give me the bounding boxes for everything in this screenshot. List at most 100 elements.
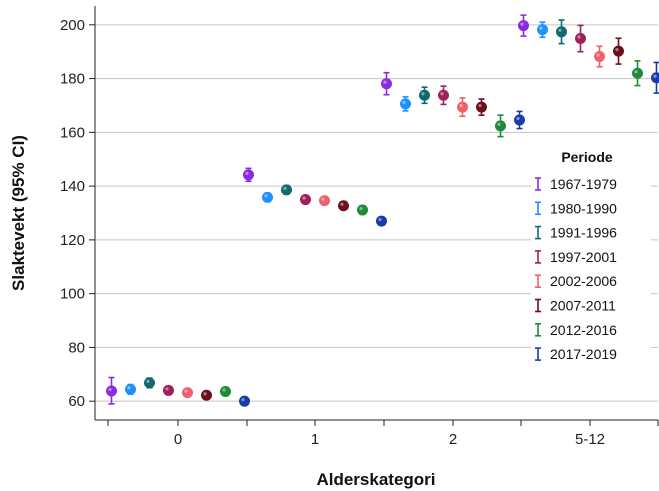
data-point — [281, 184, 292, 196]
marker-highlight — [241, 398, 245, 402]
data-point — [144, 377, 155, 389]
marker-highlight — [264, 194, 268, 198]
x-tick-label: 0 — [174, 431, 182, 448]
legend-item: 1967-1979 — [535, 176, 617, 192]
marker-highlight — [165, 387, 169, 391]
data-point — [300, 194, 311, 206]
marker-highlight — [577, 35, 581, 39]
marker-highlight — [421, 92, 425, 96]
marker-highlight — [359, 206, 363, 211]
marker-highlight — [402, 100, 406, 104]
y-tick-label: 80 — [68, 339, 85, 356]
y-tick-label: 200 — [60, 17, 85, 34]
data-point — [125, 383, 136, 395]
y-tick-label: 120 — [60, 232, 85, 249]
marker-highlight — [539, 26, 543, 30]
data-point — [106, 376, 117, 405]
data-marker — [300, 194, 311, 206]
legend-item: 2017-2019 — [535, 346, 617, 362]
data-point — [537, 21, 548, 38]
legend-label: 2007-2011 — [550, 298, 616, 314]
marker-highlight — [520, 22, 524, 26]
data-marker — [476, 101, 487, 113]
marker-highlight — [634, 70, 638, 74]
data-point — [518, 14, 529, 37]
data-marker — [201, 389, 212, 401]
x-tick-label: 1 — [311, 431, 319, 448]
marker-highlight — [127, 386, 131, 390]
data-point — [243, 167, 254, 183]
data-marker — [575, 33, 586, 45]
legend-label: 1991-1996 — [550, 225, 617, 241]
data-marker — [381, 78, 392, 90]
data-point — [495, 114, 506, 138]
legend-item: 1980-1990 — [535, 200, 617, 216]
data-marker — [182, 387, 193, 399]
y-tick-label: 100 — [60, 286, 85, 303]
data-point — [438, 85, 449, 106]
legend-item: 2002-2006 — [535, 273, 617, 289]
data-point — [239, 395, 250, 407]
legend-item: 2007-2011 — [535, 298, 616, 314]
marker-highlight — [383, 80, 387, 84]
data-marker — [220, 386, 231, 398]
marker-highlight — [596, 53, 600, 57]
data-point — [476, 98, 487, 116]
data-marker — [613, 45, 624, 57]
data-marker — [319, 195, 330, 207]
data-point — [220, 386, 231, 398]
data-point — [457, 97, 468, 118]
data-point — [201, 389, 212, 401]
data-point — [338, 200, 349, 212]
data-point — [594, 45, 605, 68]
data-point — [182, 387, 193, 399]
marker-highlight — [321, 197, 325, 201]
data-point — [262, 191, 273, 203]
data-point — [632, 60, 643, 87]
x-tick-label: 5-12 — [575, 431, 605, 448]
marker-highlight — [302, 196, 306, 200]
legend-label: 1997-2001 — [550, 249, 617, 265]
legend-label: 2017-2019 — [550, 346, 617, 362]
legend-item: 1997-2001 — [535, 249, 617, 265]
legend-label: 2012-2016 — [550, 322, 617, 338]
marker-highlight — [497, 122, 501, 126]
data-marker — [281, 184, 292, 196]
legend-item: 2012-2016 — [535, 322, 617, 338]
data-marker — [239, 395, 250, 407]
data-marker — [106, 385, 117, 397]
marker-highlight — [203, 392, 207, 396]
data-marker — [144, 377, 155, 389]
marker-highlight — [108, 387, 112, 392]
data-point — [163, 384, 174, 396]
data-marker — [125, 383, 136, 395]
marker-highlight — [478, 103, 482, 108]
data-point — [419, 86, 430, 105]
data-marker — [556, 26, 567, 38]
data-marker — [262, 191, 273, 203]
data-marker — [457, 101, 468, 113]
legend-label: 1980-1990 — [550, 200, 617, 216]
marker-highlight — [222, 388, 226, 392]
marker-highlight — [184, 389, 188, 393]
data-marker — [537, 24, 548, 36]
data-point — [575, 24, 586, 53]
data-point — [376, 215, 387, 227]
data-marker — [400, 98, 411, 110]
marker-highlight — [558, 28, 562, 32]
data-marker — [594, 51, 605, 63]
data-marker — [243, 169, 254, 181]
data-point — [319, 195, 330, 207]
data-marker — [163, 384, 174, 396]
data-marker — [338, 200, 349, 212]
marker-highlight — [245, 171, 249, 175]
data-marker — [376, 215, 387, 227]
data-marker — [438, 89, 449, 101]
data-marker — [514, 114, 525, 126]
marker-highlight — [653, 74, 657, 78]
legend-box — [531, 145, 651, 367]
legend-item: 1991-1996 — [535, 225, 617, 241]
marker-highlight — [146, 379, 150, 384]
marker-highlight — [459, 103, 463, 108]
